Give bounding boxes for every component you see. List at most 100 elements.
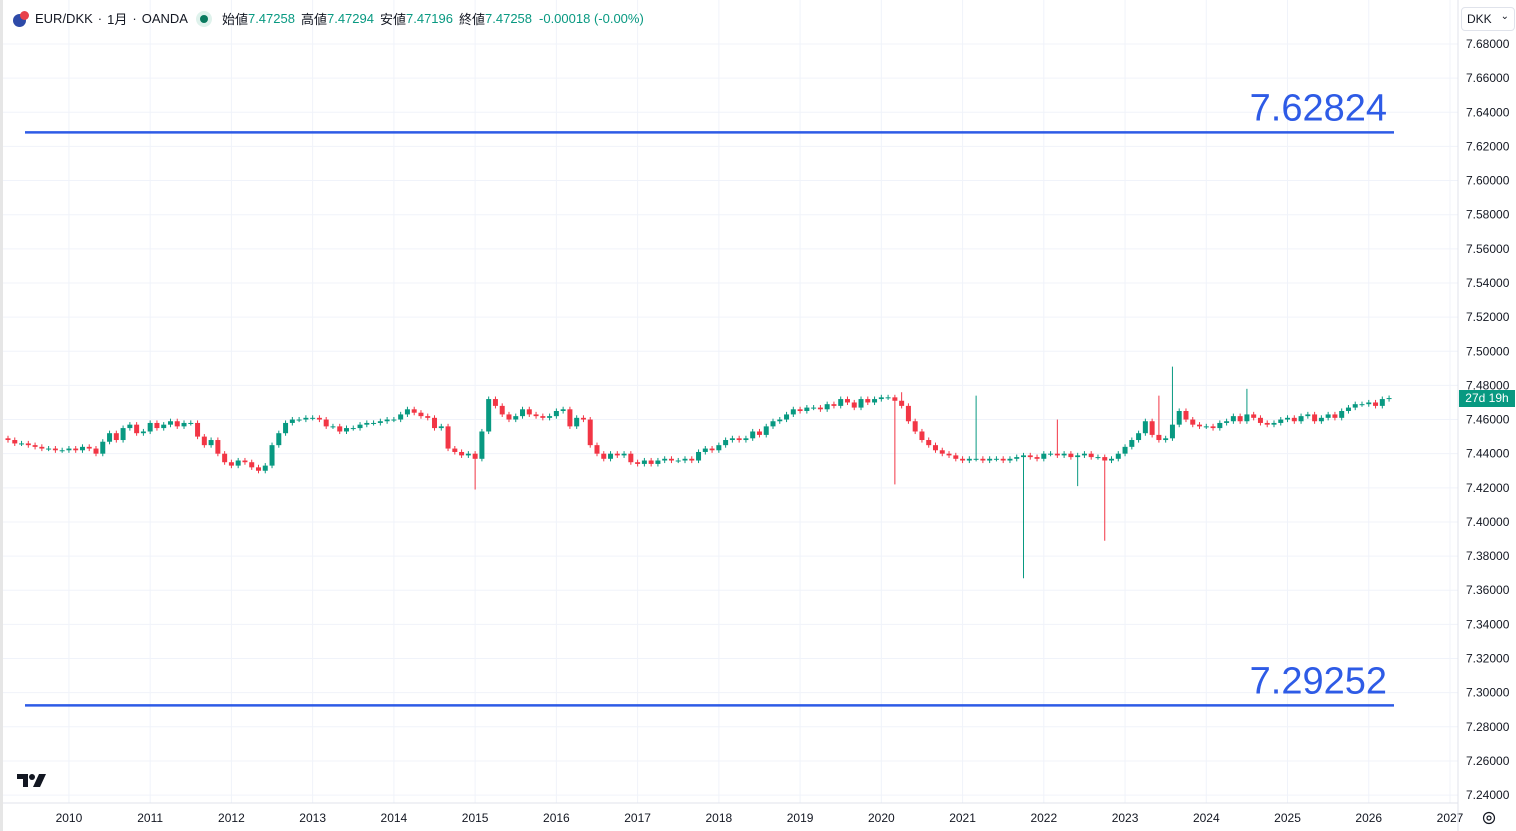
candle-body <box>987 458 993 461</box>
candle-body <box>520 409 526 417</box>
x-tick-label: 2023 <box>1112 811 1139 825</box>
x-tick-label: 2021 <box>949 811 976 825</box>
y-tick-label: 7.28000 <box>1466 720 1510 734</box>
x-tick-label: 2014 <box>381 811 408 825</box>
candle-body <box>479 431 485 459</box>
candle-body <box>39 446 45 449</box>
candle-body <box>215 440 221 454</box>
candle-body <box>1048 453 1054 455</box>
candle-body <box>1312 414 1318 422</box>
candle-body <box>580 417 586 420</box>
candle-body <box>377 421 383 423</box>
candle-body <box>201 436 207 446</box>
y-tick-label: 7.40000 <box>1466 515 1510 529</box>
candle-body <box>892 397 898 401</box>
candle-body <box>303 417 309 420</box>
candle-body <box>831 404 837 406</box>
candle-body <box>5 438 11 441</box>
candle-body <box>46 448 52 450</box>
candle-body <box>1169 424 1175 439</box>
candle-body <box>1210 426 1216 429</box>
candle-body <box>418 412 424 417</box>
candle-body <box>824 404 830 410</box>
candle-body <box>242 460 248 463</box>
candle-body <box>966 458 972 461</box>
candle-body <box>425 416 431 418</box>
candle-body <box>804 407 810 412</box>
x-tick-label: 2015 <box>462 811 489 825</box>
candle-body <box>384 419 390 422</box>
candle-body <box>25 443 31 446</box>
exchange: OANDA <box>141 11 188 26</box>
x-tick-label: 2012 <box>218 811 245 825</box>
candle-body <box>323 419 329 427</box>
y-tick-label: 7.38000 <box>1466 549 1510 563</box>
settings-icon[interactable] <box>1481 810 1497 826</box>
candle-body <box>587 419 593 446</box>
candle-body <box>716 445 722 451</box>
candle-body <box>208 440 214 446</box>
candle-body <box>174 421 180 427</box>
candle-body <box>330 426 336 428</box>
candle-body <box>838 399 844 406</box>
candle-body <box>926 440 932 446</box>
y-tick-label: 7.58000 <box>1466 208 1510 222</box>
open-value: 7.47258 <box>247 11 295 26</box>
close-value: 7.47258 <box>485 11 533 26</box>
candle-body <box>452 448 458 452</box>
candle-body <box>621 453 627 456</box>
candle-body <box>1291 417 1297 422</box>
symbol-name[interactable]: EUR/DKK <box>35 11 93 26</box>
x-tick-label: 2020 <box>868 811 895 825</box>
candle-body <box>12 440 18 444</box>
candle-body <box>32 445 38 447</box>
candle-body <box>1244 414 1250 422</box>
candle-body <box>1021 455 1026 458</box>
market-status-dot-icon[interactable] <box>195 10 212 27</box>
interval[interactable]: 1月 <box>107 12 128 27</box>
candle-body <box>19 443 25 445</box>
candle-body <box>1054 453 1060 456</box>
y-tick-label: 7.52000 <box>1466 310 1510 324</box>
symbol-legend: EUR/DKK · 1月 · OANDA 始値 7.47258 高値 7.47294… <box>13 9 644 28</box>
price-chart[interactable]: 7.68000 7.66000 7.64000 7.62000 7.60000 7.580… <box>3 0 1516 831</box>
candle-body <box>235 460 241 466</box>
separator: · <box>97 11 103 26</box>
candle-body <box>736 438 742 441</box>
candle-body <box>574 417 580 427</box>
candle-body <box>350 428 356 430</box>
candle-body <box>790 409 796 415</box>
currency-flags-icon <box>13 10 29 27</box>
candle-body <box>1373 402 1379 406</box>
high-value: 7.47294 <box>326 11 374 26</box>
candle-body <box>79 446 85 451</box>
tradingview-logo-icon[interactable] <box>17 773 49 789</box>
x-tick-label: 2011 <box>137 811 163 825</box>
candle-body <box>66 448 72 451</box>
candle-body <box>465 453 471 456</box>
y-tick-label: 7.30000 <box>1466 686 1510 700</box>
candle-body <box>1034 457 1040 459</box>
candle-body <box>865 399 871 403</box>
candle-body <box>668 458 674 461</box>
candle-body <box>770 421 776 427</box>
candle-body <box>1163 438 1169 441</box>
y-tick-label: 7.54000 <box>1466 276 1510 290</box>
candle-body <box>743 438 749 441</box>
candle-body <box>1285 417 1291 420</box>
candle-body <box>1115 453 1121 459</box>
candle-body <box>1102 457 1108 461</box>
candle-body <box>181 422 187 427</box>
candle-body <box>844 399 850 403</box>
candle-body <box>567 409 573 427</box>
y-tick-label: 7.62000 <box>1466 139 1510 153</box>
currency-value: DKK <box>1467 12 1492 26</box>
candle-body <box>513 416 519 420</box>
currency-selector[interactable]: DKK ⌄ <box>1461 7 1515 31</box>
candle-body <box>912 421 918 432</box>
y-tick-label: 7.56000 <box>1466 242 1510 256</box>
candle-body <box>310 417 316 419</box>
candle-body <box>391 419 397 421</box>
x-tick-label: 2018 <box>705 811 732 825</box>
candle-body <box>1386 398 1392 400</box>
